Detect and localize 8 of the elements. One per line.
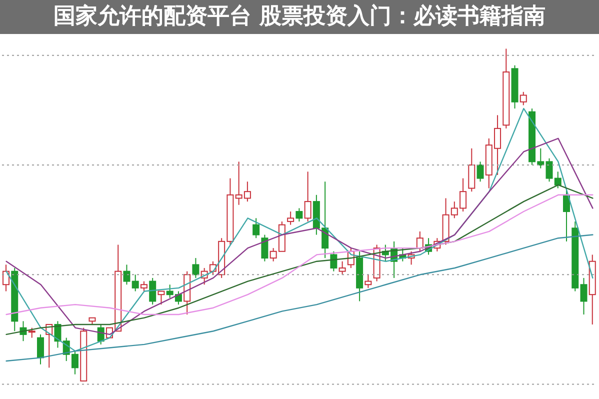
candlestick xyxy=(304,171,312,222)
candlestick xyxy=(502,48,510,129)
candlestick xyxy=(149,277,156,306)
candlestick xyxy=(132,274,139,292)
candlestick xyxy=(588,254,596,325)
chart-title: 国家允许的配资平台 股票投资入门：必读书籍指南 xyxy=(0,0,599,34)
candlestick xyxy=(11,268,18,332)
candlestick xyxy=(296,208,303,222)
